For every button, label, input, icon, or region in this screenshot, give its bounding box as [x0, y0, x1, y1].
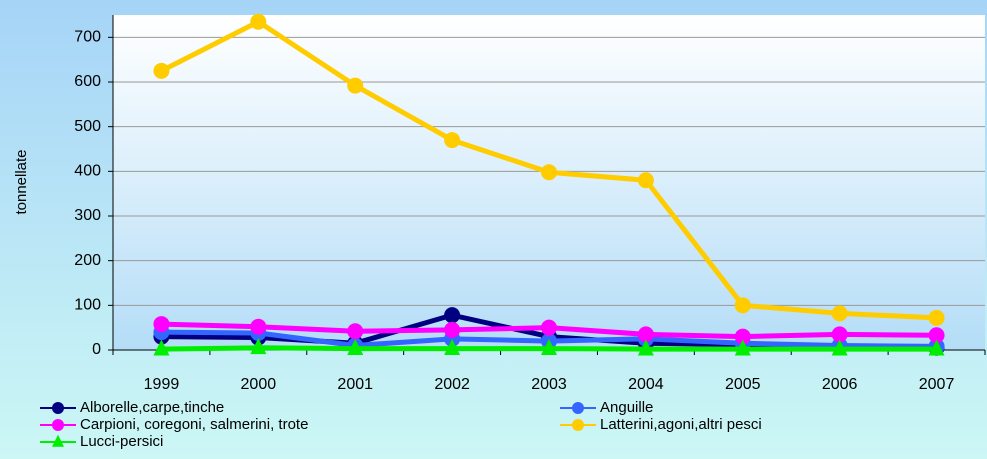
data-point: [928, 309, 945, 326]
y-axis-label: tonnellate: [13, 149, 30, 214]
data-point: [831, 305, 848, 322]
data-point: [444, 307, 461, 324]
data-point: [347, 323, 364, 340]
legend-marker: [572, 402, 584, 414]
data-point: [153, 62, 170, 79]
legend-label: Latterini,agoni,altri pesci: [600, 416, 762, 433]
x-tick-label: 2002: [434, 376, 470, 393]
legend-marker: [52, 419, 64, 431]
data-point: [928, 339, 945, 356]
y-tick-label: 500: [74, 118, 101, 135]
y-tick-label: 100: [74, 297, 101, 314]
data-point: [250, 13, 267, 30]
y-tick-label: 400: [74, 163, 101, 180]
legend-marker: [572, 419, 584, 431]
legend-marker: [52, 434, 64, 447]
data-point: [637, 326, 654, 343]
x-tick-label: 2006: [822, 376, 858, 393]
data-point: [928, 327, 945, 344]
data-point: [541, 164, 557, 181]
data-point: [734, 328, 751, 345]
x-tick-label: 2001: [337, 376, 373, 393]
data-point: [541, 339, 557, 356]
legend-label: Alborelle,carpe,tinche: [80, 399, 224, 416]
x-tick-label: 1999: [144, 376, 180, 393]
data-point: [347, 77, 364, 94]
x-tick-label: 2005: [725, 376, 761, 393]
y-tick-label: 200: [74, 252, 101, 269]
data-point: [734, 339, 751, 356]
y-tick-label: 300: [74, 207, 101, 224]
data-point: [250, 338, 267, 355]
data-point: [444, 132, 461, 149]
x-tick-label: 2007: [919, 376, 955, 393]
plot-area: [113, 15, 985, 350]
y-tick-label: 700: [74, 29, 101, 46]
y-tick-label: 0: [92, 341, 101, 358]
x-tick-label: 2004: [628, 376, 664, 393]
data-point: [153, 339, 170, 356]
data-point: [444, 321, 461, 338]
legend-label: Anguille: [600, 399, 653, 416]
legend-marker: [52, 402, 64, 414]
x-tick-label: 2003: [531, 376, 567, 393]
data-point: [347, 339, 364, 356]
data-point: [637, 339, 654, 356]
x-tick-label: 2000: [241, 376, 277, 393]
legend-label: Carpioni, coregoni, salmerini, trote: [80, 416, 308, 433]
data-point: [153, 316, 170, 333]
y-tick-label: 600: [74, 73, 101, 90]
data-point: [250, 318, 267, 335]
data-point: [541, 319, 557, 336]
data-point: [444, 339, 461, 356]
legend-label: Lucci-persici: [80, 433, 163, 450]
data-point: [734, 297, 751, 314]
data-point: [637, 172, 654, 189]
data-point: [831, 339, 848, 356]
data-point: [831, 326, 848, 343]
